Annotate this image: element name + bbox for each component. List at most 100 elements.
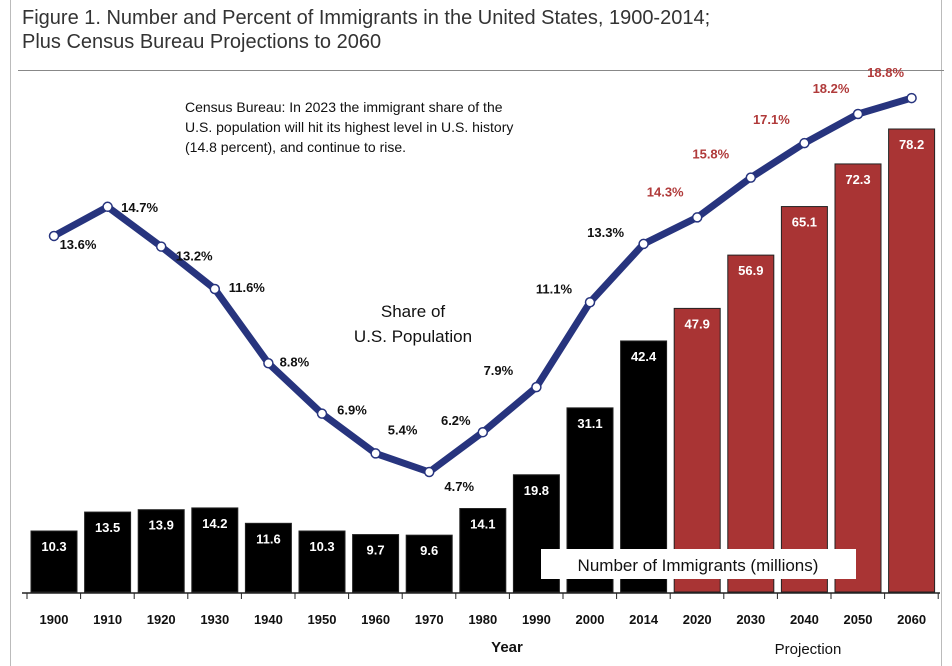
share-label-1900: 13.6%: [60, 237, 97, 252]
bar-value-2030: 56.9: [738, 263, 763, 278]
bar-2040: [780, 206, 828, 593]
share-label-1960: 5.4%: [388, 422, 418, 437]
bar-value-2040: 65.1: [792, 215, 817, 230]
bar-value-1980: 14.1: [470, 517, 495, 532]
bar-1940: [244, 522, 292, 593]
title-line-2: Plus Census Bureau Projections to 2060: [22, 31, 382, 53]
share-point-2030: [745, 172, 757, 183]
right-border: [941, 0, 942, 666]
bar-value-1960: 9.7: [367, 543, 385, 558]
share-label-1930: 11.6%: [229, 280, 266, 295]
share-label-1980: 6.2%: [441, 413, 471, 428]
bar-value-2020: 47.9: [685, 316, 710, 331]
x-tick-label-1910: 1910: [93, 612, 122, 627]
annotation-line-1: Census Bureau: In 2023 the immigrant sha…: [185, 99, 503, 115]
bar-1970: [405, 534, 453, 593]
share-series-label-2: U.S. Population: [354, 327, 472, 346]
share-point-1900: [48, 230, 60, 242]
share-label-2000: 11.1%: [536, 281, 573, 296]
x-tick-label-2020: 2020: [683, 612, 712, 627]
number-label-box: [541, 549, 856, 579]
x-tick-label-1920: 1920: [147, 612, 176, 627]
bar-1910: [84, 511, 132, 593]
share-line-group: [48, 92, 917, 478]
x-tick-label-1900: 1900: [40, 612, 69, 627]
share-label-1990: 7.9%: [484, 363, 514, 378]
share-point-2000: [584, 297, 596, 308]
share-point-2040: [799, 137, 810, 149]
share-point-1940: [263, 358, 274, 369]
share-point-2014: [638, 238, 649, 250]
share-point-2060: [906, 92, 917, 104]
bar-value-1900: 10.3: [41, 539, 66, 554]
number-series-label: Number of Immigrants (millions): [578, 556, 819, 575]
share-point-1980: [477, 426, 489, 438]
bar-1960: [352, 534, 400, 593]
x-tick-label-2040: 2040: [790, 612, 819, 627]
share-point-2050: [852, 108, 864, 120]
share-point-1910: [102, 201, 113, 213]
share-point-1920: [155, 241, 167, 252]
x-tick-label-1950: 1950: [308, 612, 337, 627]
bar-value-1970: 9.6: [420, 543, 438, 558]
bar-value-1990: 19.8: [524, 483, 549, 498]
bar-2030: [727, 254, 775, 593]
bar-value-1930: 14.2: [202, 516, 227, 531]
share-point-2020: [691, 212, 703, 223]
share-label-1920: 13.2%: [176, 249, 213, 264]
annotation-line-2: U.S. population will hit its highest lev…: [185, 119, 513, 135]
bar-2050: [834, 163, 882, 593]
x-tick-label-1980: 1980: [468, 612, 497, 627]
share-series-label-1: Share of: [381, 302, 446, 321]
x-tick-label-2030: 2030: [736, 612, 765, 627]
x-axis-title: Year: [491, 639, 523, 656]
x-tick-label-1940: 1940: [254, 612, 283, 627]
share-point-1950: [316, 408, 328, 419]
share-point-1970: [423, 466, 435, 478]
title-rule: [18, 70, 944, 71]
bar-value-1920: 13.9: [149, 518, 174, 533]
bar-value-2000: 31.1: [577, 416, 602, 431]
bar-value-1910: 13.5: [95, 520, 120, 535]
x-tick-label-1960: 1960: [361, 612, 390, 627]
share-point-1930: [209, 283, 221, 295]
share-label-1970: 4.7%: [444, 479, 474, 494]
bar-2020: [673, 307, 721, 593]
x-tick-label-1990: 1990: [522, 612, 551, 627]
share-label-2014: 13.3%: [587, 225, 624, 240]
x-tick-label-2000: 2000: [576, 612, 605, 627]
share-label-2020: 14.3%: [647, 184, 684, 199]
left-border: [10, 0, 11, 666]
bar-1950: [298, 530, 346, 593]
x-tick-label-2050: 2050: [844, 612, 873, 627]
share-label-2060: 18.8%: [867, 65, 904, 80]
bar-1900: [30, 530, 78, 593]
share-point-1960: [370, 448, 381, 459]
bar-value-2060: 78.2: [899, 137, 924, 152]
share-label-1940: 8.8%: [280, 354, 310, 369]
x-tick-label-1970: 1970: [415, 612, 444, 627]
bar-value-1940: 11.6: [256, 531, 281, 546]
projection-label: Projection: [775, 641, 842, 658]
bar-2060: [888, 128, 936, 593]
bar-value-2050: 72.3: [845, 172, 870, 187]
x-tick-label-2014: 2014: [629, 612, 659, 627]
chart-title: Figure 1. Number and Percent of Immigran…: [22, 6, 710, 54]
x-tick-label-1930: 1930: [200, 612, 229, 627]
labels-group: 10.3 13.5 13.9 14.2 11.6 10.3 9.7 9.6 14.1 19.8 31…: [41, 65, 924, 658]
bar-1980: [459, 508, 507, 593]
annotation-line-3: (14.8 percent), and continue to rise.: [185, 139, 406, 155]
bar-1930: [191, 507, 239, 593]
title-line-1: Figure 1. Number and Percent of Immigran…: [22, 7, 711, 29]
share-label-2050: 18.2%: [813, 81, 850, 96]
x-axis-group: 1900 1910 1920 1930 1940 1950 1960 1970 1980 1990…: [22, 592, 940, 627]
share-label-1950: 6.9%: [337, 403, 367, 418]
share-label-2040: 17.1%: [753, 112, 790, 127]
bar-value-1950: 10.3: [309, 539, 334, 554]
bar-value-2014: 42.4: [631, 349, 657, 364]
share-point-1990: [531, 381, 542, 393]
bar-1920: [137, 509, 185, 593]
x-tick-label-2060: 2060: [897, 612, 926, 627]
share-label-2030: 15.8%: [692, 147, 729, 162]
